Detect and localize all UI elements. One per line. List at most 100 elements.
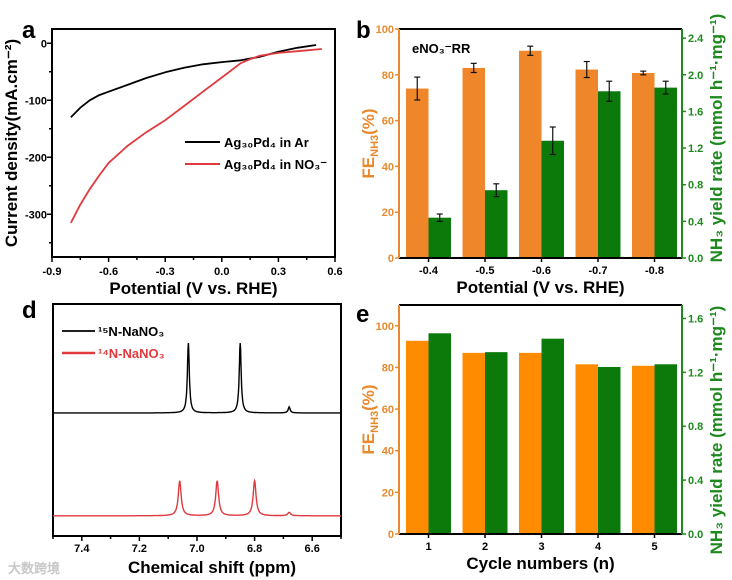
x-tick-label: 7.4: [74, 543, 90, 555]
chart-d: 7.4 7.2 7.0 6.8 6.6 Chemical shift (ppm) ¹⁵N-N…: [52, 303, 342, 577]
y-left-tick-label: 60: [382, 116, 394, 128]
x-tick-label: -0.7: [589, 265, 608, 277]
x-tick-label: 2: [482, 541, 488, 553]
bar-fe: [406, 88, 429, 258]
x-tick-label: -0.8: [645, 265, 664, 277]
x-axis-label: Cycle numbers (n): [466, 554, 614, 573]
bar-fe: [462, 352, 485, 534]
series-line-1: [70, 48, 322, 224]
x-tick-label: 1: [425, 541, 431, 553]
panel-label-a: a: [22, 17, 36, 44]
bar-yield: [598, 366, 621, 534]
y-right-tick-label: 1.6: [688, 313, 703, 325]
y-right-tick-label: 2.0: [688, 70, 703, 82]
y-right-tick-label: 1.6: [688, 106, 703, 118]
x-axis-label: Chemical shift (ppm): [128, 558, 296, 577]
x-axis-label: Potential (V vs. RHE): [109, 279, 277, 298]
bar-yield: [485, 190, 508, 258]
y-right-tick-label: 0.8: [688, 421, 703, 433]
y-left-tick-label: 0: [388, 529, 394, 541]
bar-fe: [575, 69, 598, 259]
x-tick-label: 5: [651, 541, 657, 553]
x-tick-label: -0.6: [532, 265, 551, 277]
y-left-tick-label: 20: [382, 207, 394, 219]
x-tick-label: 6.8: [247, 543, 262, 555]
panel-label-b: b: [356, 17, 371, 44]
x-tick-label: 0.6: [327, 266, 342, 278]
x-tick-label: 6.6: [305, 543, 320, 555]
y-tick-label: -300: [25, 209, 47, 221]
x-tick-label: -0.9: [43, 266, 62, 278]
x-tick-label: 0.0: [214, 266, 229, 278]
legend-label: ¹⁵N-NaNO₃: [98, 324, 164, 339]
x-axis-label: Potential (V vs. RHE): [456, 278, 624, 297]
y-right-axis-label: NH₃ yield rate (mmol h⁻¹·mg⁻¹): [707, 306, 726, 555]
y-left-tick-label: 100: [376, 321, 394, 333]
y-axis-label: Current density(mA.cm⁻²): [2, 39, 21, 247]
x-tick-label: -0.5: [476, 265, 495, 277]
y-right-tick-label: 0.4: [688, 475, 704, 487]
fe-rest: (%): [359, 384, 378, 410]
y-right-tick-label: 1.2: [688, 143, 703, 155]
y-left-axis-label: FENH3(%): [359, 384, 381, 454]
bar-yield: [654, 87, 677, 259]
spectrum-0: [53, 342, 341, 414]
bar-yield: [485, 352, 508, 534]
y-right-axis-label: NH₃ yield rate (mmol h⁻¹·mg⁻¹): [707, 14, 726, 263]
x-tick-label: 4: [595, 541, 602, 553]
spectrum-1: [53, 478, 341, 517]
fe-main: FE: [359, 433, 378, 455]
x-tick-label: -0.4: [419, 265, 439, 277]
y-tick-label: 0: [41, 38, 47, 50]
bar-yield: [598, 91, 621, 259]
bar-yield: [428, 217, 451, 258]
annotation-label: eNO₃⁻RR: [412, 41, 471, 56]
y-left-tick-label: 60: [382, 404, 394, 416]
legend-label: Ag₃₀Pd₄ in NO₃⁻: [224, 157, 327, 172]
x-tick-label: -0.3: [156, 266, 175, 278]
bar-fe: [519, 352, 542, 534]
fe-rest: (%): [359, 108, 378, 134]
panel-label-d: d: [22, 297, 37, 324]
bar-yield: [654, 364, 677, 534]
series-line-0: [70, 44, 317, 118]
fe-main: FE: [359, 157, 378, 179]
y-right-tick-label: 0.8: [688, 180, 703, 192]
x-tick-label: -0.6: [99, 266, 118, 278]
bar-fe: [632, 365, 655, 534]
y-right-tick-label: 0.0: [688, 529, 703, 541]
y-left-axis-label: FENH3(%): [359, 108, 381, 178]
y-left-tick-label: 0: [388, 253, 394, 265]
x-tick-label: 0.3: [271, 266, 286, 278]
x-tick-label: 7.2: [132, 543, 147, 555]
y-left-tick-label: 40: [382, 446, 394, 458]
chart-e: 1 2 3 4 5 0 20 40 60 80 100 0.0 0.4 0.8 1.2 1.6 Cycle nu…: [359, 304, 726, 573]
chart-a: -0.9 -0.6 -0.3 0.0 0.3 0.6 0 -100 -200 -300 Potent…: [2, 28, 343, 298]
panel-label-e: e: [356, 301, 369, 328]
y-left-tick-label: 40: [382, 161, 394, 173]
y-left-tick-label: 100: [376, 24, 394, 36]
fe-sub: NH3: [369, 135, 381, 157]
bar-yield: [541, 140, 564, 258]
bar-fe: [575, 364, 598, 534]
watermark: 大数跨境: [8, 561, 60, 576]
y-right-tick-label: 0.0: [688, 253, 703, 265]
y-left-tick-label: 20: [382, 487, 394, 499]
y-tick-label: -100: [25, 95, 47, 107]
plot-frame: [52, 303, 342, 537]
y-right-tick-label: 2.4: [688, 33, 704, 45]
bar-fe: [632, 72, 655, 258]
x-tick-label: 3: [538, 541, 544, 553]
bar-yield: [428, 333, 451, 534]
x-tick-label: 7.0: [189, 543, 204, 555]
legend-label: Ag₃₀Pd₄ in Ar: [224, 135, 309, 150]
bar-fe: [462, 67, 485, 259]
bar-yield: [541, 338, 564, 534]
chart-b: -0.4 -0.5 -0.6 -0.7 -0.8 0 20 40 60 80 100 0.0 0.4 0.…: [359, 14, 726, 297]
y-tick-label: -200: [25, 152, 47, 164]
y-left-tick-label: 80: [382, 362, 394, 374]
y-left-tick-label: 80: [382, 70, 394, 82]
y-right-tick-label: 1.2: [688, 367, 703, 379]
bar-fe: [519, 50, 542, 258]
